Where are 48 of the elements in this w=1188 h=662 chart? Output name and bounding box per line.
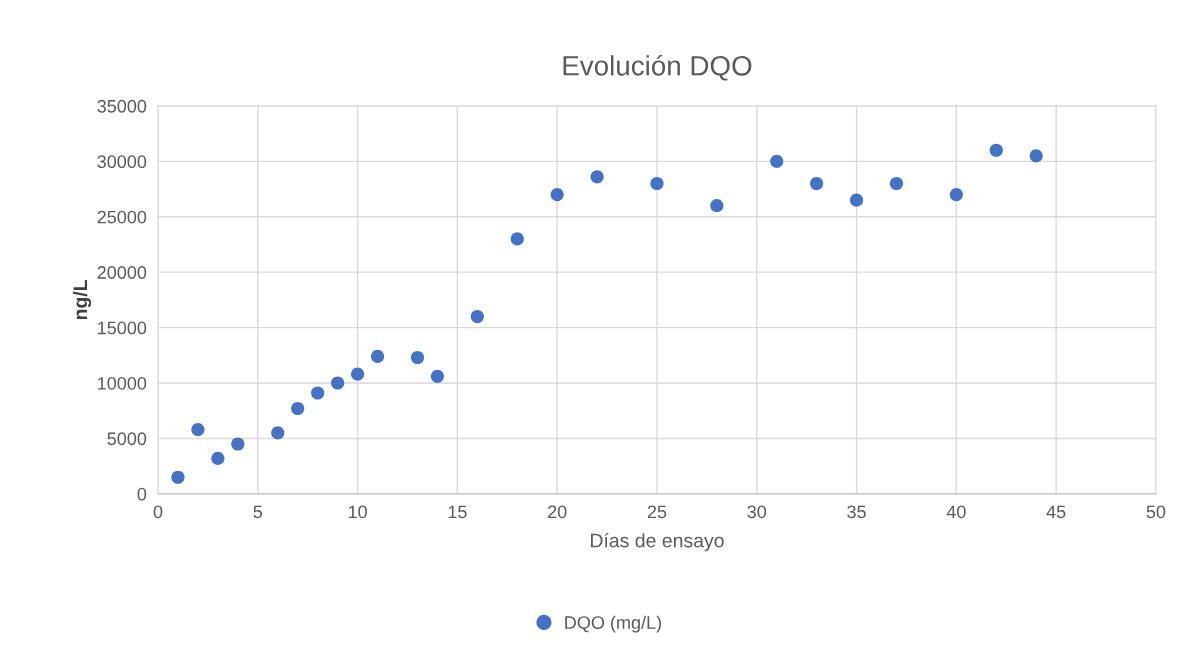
point bbox=[989, 143, 1003, 157]
x-tick-label: 15 bbox=[448, 505, 467, 519]
point bbox=[191, 422, 205, 437]
point bbox=[331, 376, 345, 390]
point bbox=[470, 309, 484, 324]
point bbox=[650, 176, 664, 191]
y-tick-label: 30000 bbox=[97, 155, 147, 169]
y-axis-title: ng/L bbox=[72, 279, 92, 320]
point bbox=[889, 176, 904, 191]
y-tick-label: 35000 bbox=[97, 99, 147, 113]
chart-title: Evolución DQO bbox=[563, 54, 752, 81]
point bbox=[271, 426, 285, 440]
y-tick-label: 0 bbox=[137, 487, 147, 501]
point bbox=[171, 470, 185, 484]
y-tick-label: 15000 bbox=[98, 321, 147, 335]
point bbox=[849, 193, 864, 207]
x-tick-label: 25 bbox=[647, 505, 667, 519]
point bbox=[211, 451, 225, 465]
point bbox=[710, 199, 724, 213]
x-tick-label: 30 bbox=[747, 505, 767, 519]
point bbox=[770, 154, 784, 168]
point bbox=[430, 369, 445, 383]
x-tick-label: 50 bbox=[1146, 505, 1166, 519]
legend-label: DQO (mg/L) bbox=[565, 615, 661, 633]
x-tick-label: 40 bbox=[946, 505, 966, 519]
x-tick-label: 45 bbox=[1046, 505, 1066, 519]
y-tick-label: 5000 bbox=[107, 432, 147, 446]
point bbox=[550, 188, 564, 202]
point bbox=[810, 176, 824, 191]
point bbox=[1029, 149, 1043, 163]
point bbox=[311, 386, 325, 400]
x-tick-label: 20 bbox=[548, 505, 567, 519]
point bbox=[590, 170, 604, 184]
x-tick-label: 0 bbox=[153, 505, 163, 519]
point bbox=[410, 350, 425, 365]
point bbox=[510, 232, 524, 246]
x-tick-label: 5 bbox=[253, 505, 263, 519]
point bbox=[291, 401, 305, 416]
y-tick-label: 10000 bbox=[98, 376, 147, 390]
x-tick-label: 10 bbox=[348, 505, 367, 519]
y-tick-label: 25000 bbox=[97, 210, 147, 224]
point bbox=[231, 437, 245, 451]
y-tick-label: 20000 bbox=[97, 266, 147, 279]
point bbox=[370, 349, 385, 363]
x-axis-title: Días de ensayo bbox=[591, 532, 724, 552]
point bbox=[351, 367, 365, 381]
x-tick-label: 35 bbox=[847, 505, 866, 519]
point bbox=[949, 188, 963, 202]
